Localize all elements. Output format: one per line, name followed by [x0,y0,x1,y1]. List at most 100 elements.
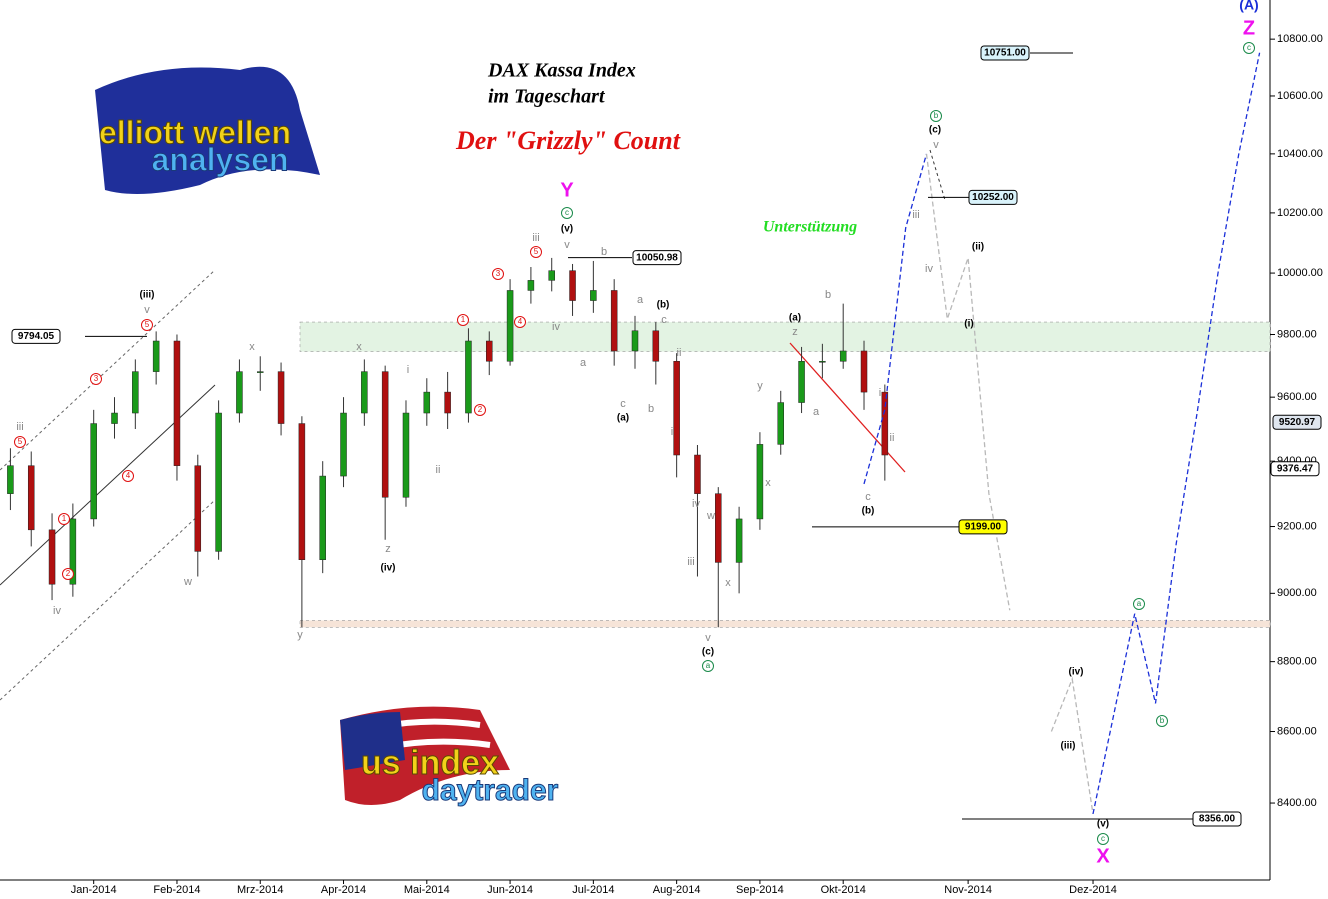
x-tick-label: Feb-2014 [153,884,200,896]
candle-body [48,529,56,585]
wave-label: 1 [461,315,466,324]
wave-label: (c) [702,647,714,658]
wave-label: iii [532,232,539,244]
x-tick-label: Aug-2014 [653,884,701,896]
wave-label: 5 [145,320,150,329]
wave-circle [90,373,102,385]
wave-circle [561,207,573,219]
chart-subtitle: im Tageschart [488,86,606,108]
logo-us: us index daytrader [340,706,559,807]
logo-text: elliott wellen [99,114,291,150]
candle-body [673,361,680,456]
candle-body [735,518,743,563]
wave-label: X [1096,845,1110,867]
wave-label: (v) [561,224,573,235]
candle-body [798,361,805,403]
logo-text: daytrader [422,774,559,807]
wave-label: a [1137,599,1142,608]
wave-label: i [879,387,881,399]
chart-title: DAX Kassa Index [487,60,636,82]
candle-body [111,412,118,424]
y-tick-label: 9200.00 [1277,520,1317,532]
wave-label: z [385,543,391,555]
candle-body [340,412,347,477]
y-tick-label: 9000.00 [1277,587,1317,599]
wave-label: x [725,577,731,589]
level-label: 10751.00 [984,48,1026,59]
wave-label: b [934,111,939,120]
candle-body [756,444,764,520]
candle-body [860,350,868,393]
candle-body [569,270,576,301]
wave-label: 2 [478,405,483,414]
wave-label: v [144,304,150,316]
wave-circle [62,568,74,580]
candle-body [381,371,389,498]
wave-circle [474,404,486,416]
y-tick-label: 10200.00 [1277,207,1323,219]
wave-label: ii [677,347,682,359]
wave-label: iv [552,321,560,333]
y-tick-label: 8800.00 [1277,656,1317,668]
wave-label: iv [692,498,700,510]
wave-label: c [865,491,871,503]
wave-circle [141,319,153,331]
wave-label: a [637,294,644,306]
wave-label: (a) [617,413,629,424]
level-label: 10252.00 [972,192,1014,203]
wave-label: (c) [929,125,941,136]
wave-label: x [356,341,362,353]
wave-circle [122,470,134,482]
x-tick-label: Mai-2014 [404,884,450,896]
y-tick-label: 8400.00 [1277,797,1317,809]
wave-circle [457,314,469,326]
level-box [958,519,1008,535]
candle-body [132,371,139,414]
level-label: 8356.00 [1199,814,1236,825]
x-tick-label: Jan-2014 [71,884,117,896]
x-tick-label: Mrz-2014 [237,884,283,896]
wave-label: 5 [18,437,23,446]
wave-circle [1133,598,1145,610]
wave-label: i [407,364,409,376]
level-box [968,189,1018,205]
wave-label: b [1160,716,1165,725]
level-box [11,328,61,344]
wave-label: c [1101,834,1105,843]
candle-body [652,330,660,362]
candle-body [506,290,514,362]
wave-label: (iii) [140,290,155,301]
wave-label: ii [436,464,441,476]
headline: Der "Grizzly" Count [455,126,681,155]
candle-body [194,465,202,552]
wave-circle [58,513,70,525]
wave-label: x [249,341,255,353]
x-tick-label: Nov-2014 [944,884,992,896]
level-label: 9199.00 [965,521,1002,532]
wave-label: a [580,357,587,369]
wave-label: (ii) [972,242,984,253]
wave-label: (v) [1097,819,1109,830]
y-tick-label: 10400.00 [1277,148,1323,160]
wave-label: (b) [657,300,670,311]
wave-label: w [183,576,192,588]
wave-label: z [792,326,798,338]
wave-label: (i) [964,319,973,330]
candle-body [548,270,555,281]
y-tick-label: 10800.00 [1277,33,1323,45]
annotation: Unterstützung [763,219,857,236]
projection-line [1092,52,1261,815]
wave-label: ii [890,432,895,444]
wave-circle [1156,715,1168,727]
level-label: 10050.98 [636,252,678,263]
candle-body [527,280,535,291]
candle-body [590,290,597,301]
wave-circle [514,316,526,328]
x-tick-label: Jul-2014 [572,884,614,896]
x-tick-label: Jun-2014 [487,884,533,896]
y-tick-label: 8600.00 [1277,725,1317,737]
wave-circle [14,436,26,448]
projection-line [863,153,928,485]
